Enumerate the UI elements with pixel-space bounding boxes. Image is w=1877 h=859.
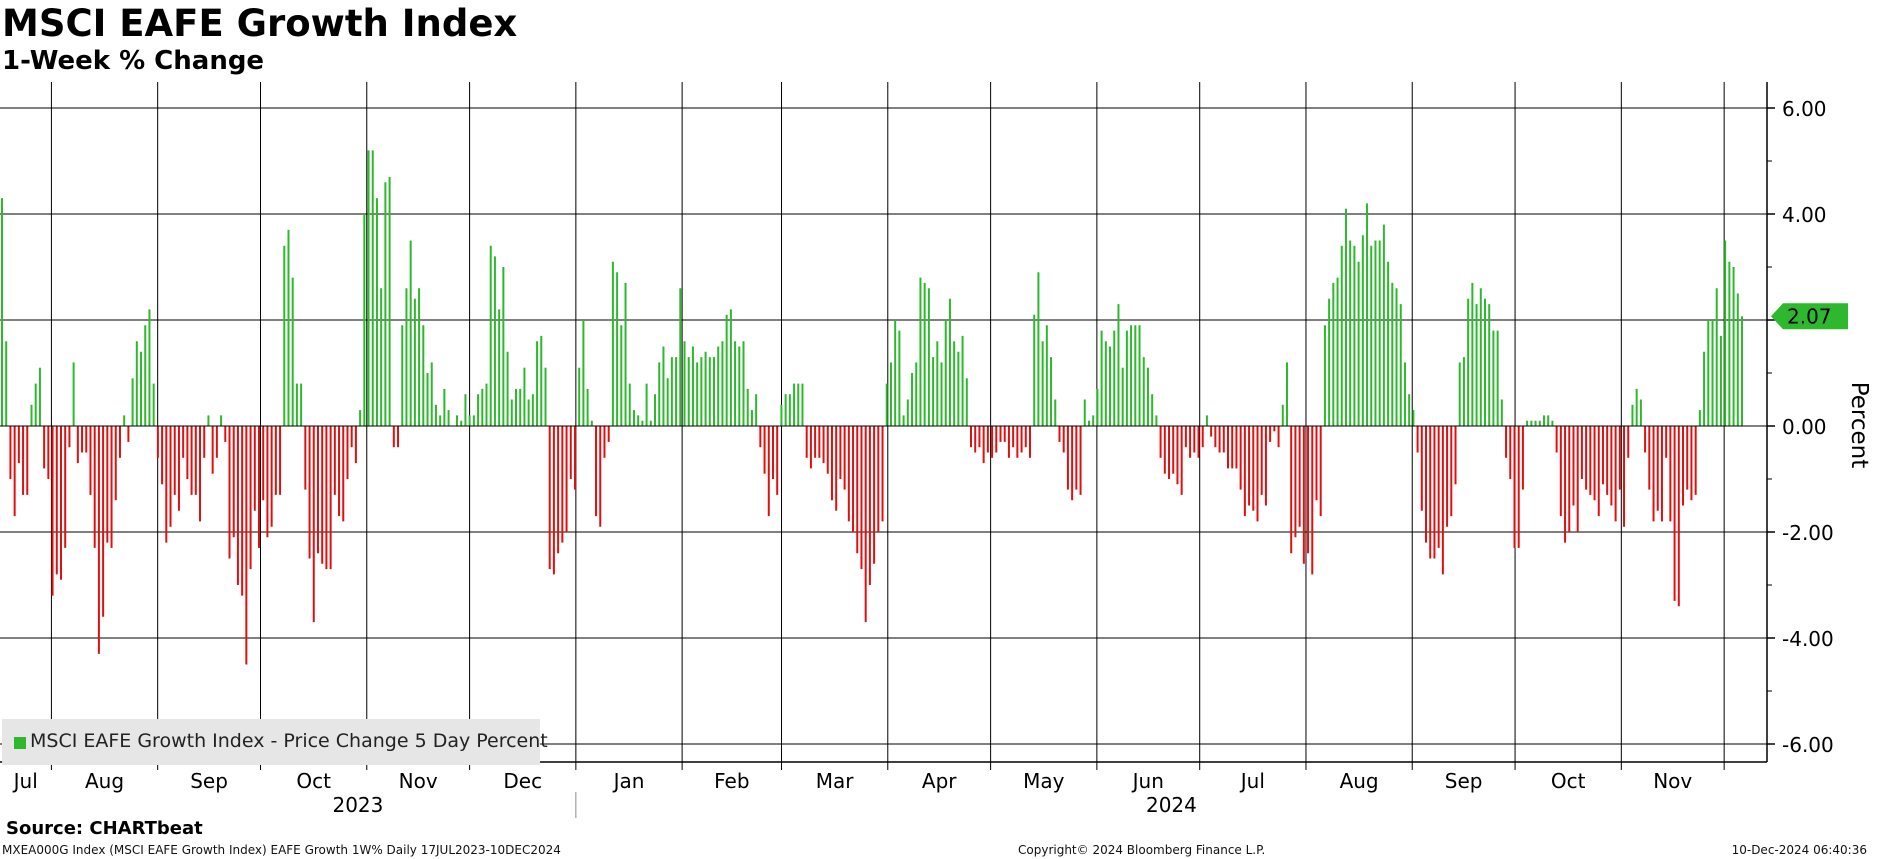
x-tick-label: Mar (816, 769, 855, 793)
legend-swatch (14, 737, 26, 749)
y-axis-label: Percent (1846, 382, 1872, 469)
x-tick-label: Oct (1551, 769, 1586, 793)
y-tick-label: 6.00 (1782, 97, 1827, 121)
x-tick-label: Oct (296, 769, 331, 793)
x-tick-label: Feb (714, 769, 749, 793)
footer-copyright: Copyright© 2024 Bloomberg Finance L.P. (1018, 843, 1266, 857)
x-tick-label: Jul (12, 769, 38, 793)
x-tick-label: Sep (1445, 769, 1483, 793)
last-value-label: 2.07 (1787, 304, 1832, 328)
last-value-flag-shape (1771, 303, 1848, 330)
footer-ticker-info: MXEA000G Index (MSCI EAFE Growth Index) … (2, 843, 561, 857)
legend: MSCI EAFE Growth Index - Price Change 5 … (2, 719, 548, 765)
bars (1, 150, 1743, 665)
y-tick-label: 4.00 (1782, 203, 1827, 227)
x-tick-label: Nov (399, 769, 438, 793)
last-value-flag: 2.07 (1771, 303, 1848, 330)
x-tick-label: Aug (1340, 769, 1379, 793)
source-note: Source: CHARTbeat (6, 818, 203, 839)
x-axis-tick-labels: Jul Aug Sep Oct Nov Dec Jan Feb Mar Apr May Jun Jul A… (12, 769, 1693, 817)
bar-chart: 6.004.002.000.00-2.00-4.00-6.00 JulAugSe… (0, 82, 1872, 818)
year-label: 2023 (332, 793, 383, 817)
x-tick-label: Jan (612, 769, 645, 793)
y-tick-label: 0.00 (1782, 415, 1827, 439)
x-tick-label: Jul (1239, 769, 1265, 793)
y-tick-label: -4.00 (1782, 627, 1834, 651)
footer-timestamp: 10-Dec-2024 06:40:36 (1731, 843, 1867, 857)
chart-subtitle: 1-Week % Change (2, 46, 265, 76)
x-tick-label: Apr (922, 769, 957, 793)
x-tick-label: Sep (190, 769, 228, 793)
y-axis-tick-labels: 6.004.002.000.00-2.00-4.00-6.00 (1782, 97, 1834, 757)
x-tick-label: Jun (1131, 769, 1164, 793)
y-tick-label: -6.00 (1782, 733, 1834, 757)
x-tick-label: May (1023, 769, 1065, 793)
legend-label: MSCI EAFE Growth Index - Price Change 5 … (30, 730, 548, 752)
x-tick-label: Nov (1653, 769, 1692, 793)
x-tick-label: Aug (85, 769, 124, 793)
y-tick-label: -2.00 (1782, 521, 1834, 545)
year-label: 2024 (1146, 793, 1197, 817)
chart-title: MSCI EAFE Growth Index (2, 2, 518, 45)
x-tick-label: Dec (503, 769, 542, 793)
